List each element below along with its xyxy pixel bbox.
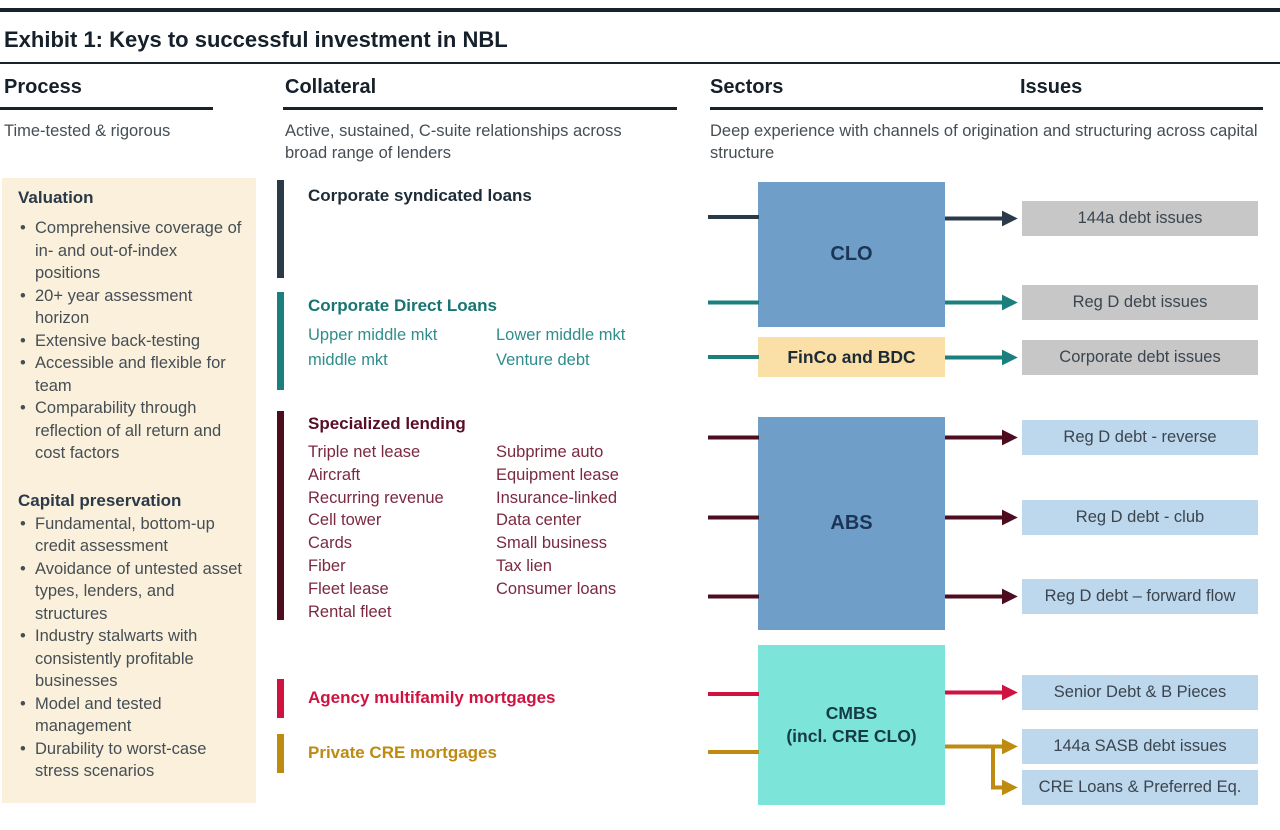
valuation-bullet-list: Comprehensive coverage of in- and out-of… [18, 217, 246, 465]
collateral-group-title: Private CRE mortgages [308, 743, 497, 762]
process-panel: Valuation Comprehensive coverage of in- … [2, 178, 256, 803]
list-item: Venture debt [496, 351, 590, 369]
issue-label: Corporate debt issues [1059, 348, 1221, 366]
bullet-item: 20+ year assessment horizon [18, 285, 246, 330]
collateral-bar-private-cre [277, 734, 284, 773]
specialized-list-col2: Subprime auto Equipment lease Insurance-… [496, 441, 619, 601]
issue-box: 144a debt issues [1022, 201, 1258, 236]
list-item: Triple net lease [308, 443, 421, 461]
issue-label: 144a SASB debt issues [1053, 737, 1227, 755]
collateral-group-title: Corporate Direct Loans [308, 296, 497, 315]
collateral-group-title: Corporate syndicated loans [308, 186, 532, 205]
list-item: Data center [496, 511, 582, 530]
arrow-cmbs-to-cre-loans [991, 746, 1018, 796]
issue-box: Reg D debt – forward flow [1022, 579, 1258, 614]
bullet-item: Fundamental, bottom-up credit assessment [18, 513, 246, 558]
process-section-heading: Capital preservation [18, 490, 182, 510]
top-rule [0, 8, 1280, 12]
sectors-issues-underline [710, 107, 1263, 110]
bullet-item: Avoidance of untested asset types, lende… [18, 558, 246, 626]
list-item: Recurring revenue [308, 488, 444, 507]
bullet-item: Durability to worst-case stress scenario… [18, 738, 246, 783]
sectors-issues-subtitle: Deep experience with channels of origina… [710, 122, 1258, 162]
title-rule [0, 62, 1280, 64]
bullet-item: Comprehensive coverage of in- and out-of… [18, 217, 246, 285]
bullet-item: Accessible and flexible for team [18, 352, 246, 397]
collateral-bar-direct-loans [277, 292, 284, 390]
page-title: Exhibit 1: Keys to successful investment… [4, 27, 508, 52]
process-section-heading: Valuation [18, 188, 94, 207]
issue-box: Senior Debt & B Pieces [1022, 675, 1258, 710]
issue-box: 144a SASB debt issues [1022, 729, 1258, 764]
collateral-group-title: Specialized lending [308, 414, 466, 433]
direct-loans-list-col2: Lower middle mkt Venture debt [496, 323, 625, 373]
sector-box-label-line1: CMBS [825, 703, 878, 723]
issue-label: Reg D debt - club [1075, 508, 1205, 526]
collateral-bar-specialized [277, 411, 284, 620]
issue-label: CRE Loans & Preferred Eq. [1038, 778, 1242, 796]
process-underline [0, 107, 213, 110]
sector-box-label-line2: (incl. CRE CLO) [786, 726, 917, 746]
list-item: Aircraft [308, 465, 361, 484]
list-item: Tax lien [496, 556, 552, 575]
sector-box-clo: CLO [758, 182, 945, 327]
collateral-bar-agency-multifamily [277, 679, 284, 718]
specialized-list-col1: Triple net lease Aircraft Recurring reve… [308, 441, 444, 623]
list-item: Lower middle mkt [496, 326, 626, 344]
collateral-subtitle: Active, sustained, C-suite relationships… [285, 122, 622, 162]
list-item: Rental fleet [308, 602, 392, 621]
list-item: Upper middle mkt [308, 326, 438, 344]
capital-preservation-bullet-list: Fundamental, bottom-up credit assessment… [18, 513, 246, 783]
sector-box-label: ABS [830, 512, 873, 534]
bullet-item: Model and tested management [18, 693, 246, 738]
column-header-process: Process [4, 76, 82, 98]
bullet-item: Extensive back-testing [18, 330, 246, 353]
column-header-collateral: Collateral [285, 76, 377, 98]
collateral-bar-syndicated [277, 180, 284, 278]
issue-label: Reg D debt - reverse [1063, 428, 1217, 446]
column-header-issues: Issues [1020, 76, 1083, 98]
list-item: middle mkt [308, 351, 388, 369]
column-header-sectors: Sectors [710, 76, 784, 98]
sector-box-label: FinCo and BDC [787, 346, 916, 367]
issue-label: 144a debt issues [1077, 209, 1203, 227]
issue-box: Reg D debt - reverse [1022, 420, 1258, 455]
list-item: Insurance-linked [496, 488, 618, 507]
sector-box-cmbs: CMBS (incl. CRE CLO) [758, 645, 945, 805]
list-item: Fleet lease [308, 579, 389, 598]
list-item: Consumer loans [496, 579, 617, 598]
issue-label: Senior Debt & B Pieces [1053, 683, 1227, 701]
process-subtitle: Time-tested & rigorous [4, 122, 171, 140]
list-item: Cards [308, 534, 353, 553]
issue-box: Reg D debt issues [1022, 285, 1258, 320]
sector-box-label: CLO [830, 243, 873, 265]
collateral-group-title: Agency multifamily mortgages [308, 688, 556, 707]
bullet-item: Comparability through reflection of all … [18, 397, 246, 465]
issue-label: Reg D debt issues [1072, 293, 1208, 311]
issue-label: Reg D debt – forward flow [1044, 587, 1236, 605]
sector-box-finco-bdc: FinCo and BDC [758, 337, 945, 377]
sector-box-abs: ABS [758, 417, 945, 630]
issue-box: Reg D debt - club [1022, 500, 1258, 535]
list-item: Small business [496, 534, 607, 553]
bullet-item: Industry stalwarts with consistently pro… [18, 625, 246, 693]
issue-box: CRE Loans & Preferred Eq. [1022, 770, 1258, 805]
list-item: Subprime auto [496, 443, 604, 461]
list-item: Fiber [308, 556, 346, 575]
list-item: Cell tower [308, 511, 382, 530]
collateral-underline [283, 107, 677, 110]
list-item: Equipment lease [496, 465, 619, 484]
issue-box: Corporate debt issues [1022, 340, 1258, 375]
direct-loans-list-col1: Upper middle mkt middle mkt [308, 323, 437, 373]
